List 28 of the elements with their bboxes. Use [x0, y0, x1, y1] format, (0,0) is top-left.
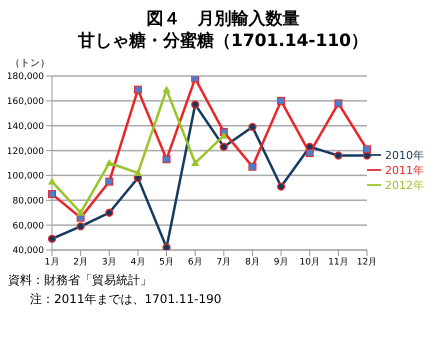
legend-label: 2012年 — [385, 178, 424, 192]
x-tick-label: 5月 — [159, 257, 174, 268]
x-tick-label: 6月 — [188, 257, 203, 268]
text: 資料：財務省「貿易統計」 — [8, 272, 153, 289]
x-tick-label: 12月 — [356, 257, 378, 268]
y-tick-label: 160,000 — [6, 97, 44, 108]
chart-title: 図４ 月別輸入数量 — [146, 8, 300, 30]
x-tick-label: 1月 — [44, 257, 60, 268]
x-tick-label: 8月 — [245, 257, 260, 268]
y-tick-label: 100,000 — [6, 172, 44, 182]
y-tick-label: 60,000 — [12, 221, 44, 232]
y-tick-label: 40,000 — [12, 246, 44, 256]
x-tick-label: 10月 — [300, 257, 320, 268]
x-tick-label: 3月 — [102, 257, 117, 268]
text: 注：2011年までは、1701.11-190 — [29, 291, 222, 308]
y-tick-label: 80,000 — [12, 196, 44, 206]
x-tick-label: 11月 — [328, 257, 349, 268]
legend-label: 2011年 — [385, 164, 424, 176]
y-tick-label: 140,000 — [6, 122, 44, 132]
x-tick-label: 4月 — [130, 257, 146, 268]
x-tick-label: 9月 — [274, 257, 288, 268]
x-tick-label: 7月 — [216, 257, 232, 268]
y-tick-label: 120,000 — [6, 146, 44, 157]
y-axis-title: （トン） — [10, 57, 51, 70]
legend-label: 2010年 — [385, 148, 424, 162]
y-tick-label: 180,000 — [6, 72, 44, 82]
x-tick-label: 2月 — [73, 257, 88, 268]
chart-subtitle: 甘しゃ糖・分蜜糖（1701.14-110） — [77, 30, 369, 52]
